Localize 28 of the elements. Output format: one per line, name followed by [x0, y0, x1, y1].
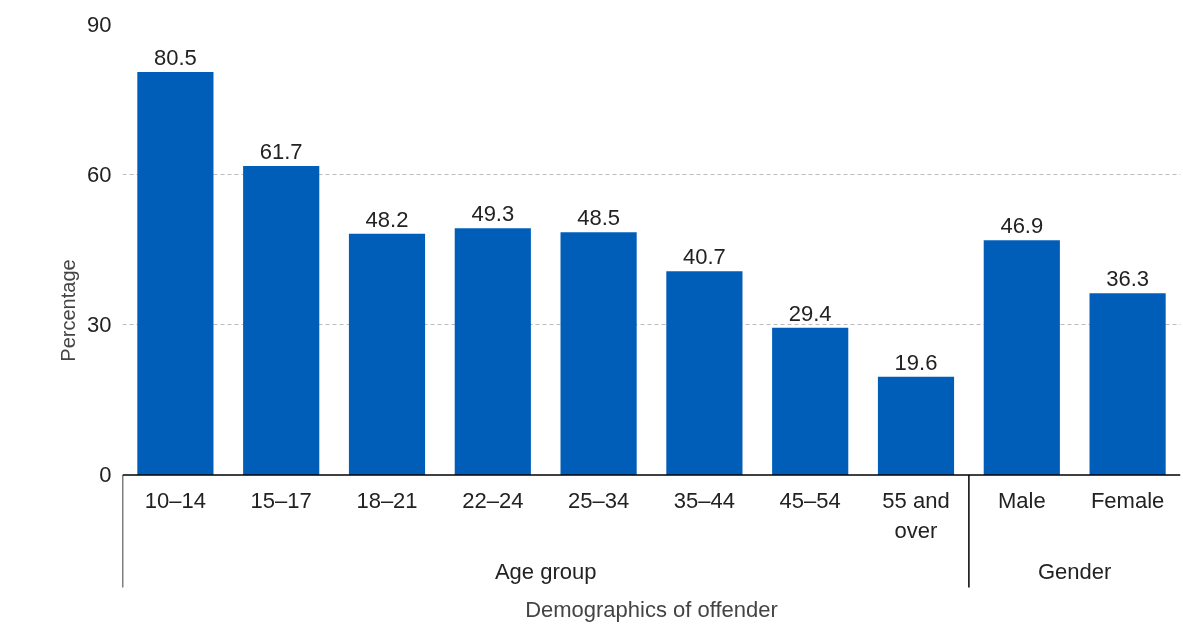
text: Gender	[1038, 559, 1112, 585]
data-label: 36.3	[1106, 266, 1150, 292]
x-tick-label: 45–54	[779, 488, 841, 514]
y-tick-label: 90	[87, 12, 112, 37]
y-tick-label: 0	[99, 462, 112, 488]
x-tick-label: 25–34	[568, 488, 630, 514]
data-label: 46.9	[1000, 213, 1044, 239]
data-label: 49.3	[471, 201, 515, 227]
y-tick-label: 30	[87, 312, 112, 338]
data-label: 40.7	[682, 244, 726, 270]
y-tick-label: 60	[87, 162, 112, 188]
data-label: 80.5	[153, 45, 197, 71]
x-tick-label: Male	[997, 488, 1046, 514]
data-label: 48.5	[577, 205, 621, 231]
x-axis-title: Demographics of offender	[525, 596, 778, 622]
x-tick-label: 55 and over	[882, 488, 950, 544]
data-label: 29.4	[788, 300, 832, 326]
x-tick-label: 10–14	[144, 488, 206, 514]
data-label: 61.7	[259, 139, 303, 165]
text: Age group	[494, 559, 597, 585]
x-tick-label: 18–21	[356, 488, 418, 514]
x-tick-label: 22–24	[462, 488, 524, 514]
data-label: 48.2	[365, 206, 409, 232]
x-tick-label: 35–44	[673, 488, 735, 514]
x-tick-label: 15–17	[250, 488, 312, 514]
y-axis-title: Percentage	[57, 259, 80, 362]
data-label: 19.6	[894, 349, 938, 375]
x-tick-label: Female	[1090, 488, 1165, 514]
